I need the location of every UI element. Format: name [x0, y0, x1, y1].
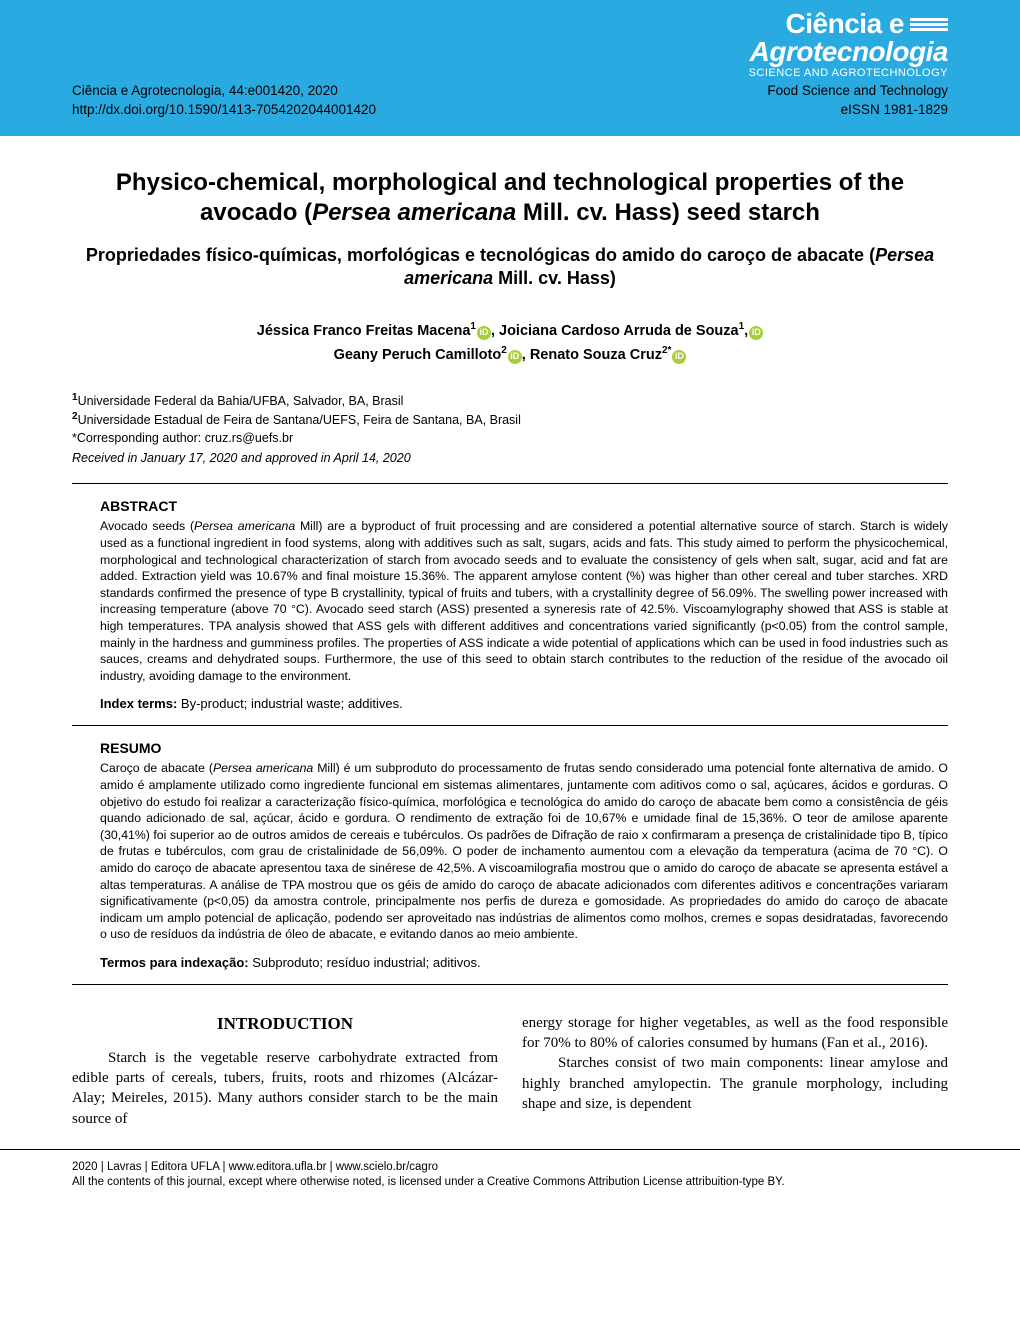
- article-body: Physico-chemical, morphological and tech…: [0, 136, 1020, 1129]
- abstract-english: ABSTRACT Avocado seeds (Persea americana…: [72, 484, 948, 725]
- received-date: Received in January 17, 2020 and approve…: [72, 451, 948, 465]
- abstract-heading: ABSTRACT: [100, 498, 948, 514]
- journal-section: Food Science and Technology: [767, 82, 948, 101]
- logo-line1: Ciência e: [786, 10, 904, 38]
- corresponding-author: *Corresponding author: cruz.rs@uefs.br: [72, 430, 948, 448]
- intro-paragraph: energy storage for higher vegetables, as…: [522, 1013, 948, 1054]
- orcid-icon[interactable]: iD: [477, 326, 491, 340]
- author-3: Geany Peruch Camilloto: [334, 346, 502, 362]
- authors-block: Jéssica Franco Freitas Macena1iD, Joicia…: [72, 319, 948, 367]
- orcid-icon[interactable]: iD: [749, 326, 763, 340]
- abstract-portuguese: RESUMO Caroço de abacate (Persea america…: [72, 726, 948, 984]
- intro-col-right: energy storage for higher vegetables, as…: [522, 1013, 948, 1129]
- index-terms: Index terms: By-product; industrial wast…: [100, 696, 948, 711]
- logo-subtitle: SCIENCE AND AGROTECHNOLOGY: [749, 68, 948, 79]
- journal-logo: Ciência e Agrotecnologia SCIENCE AND AGR…: [749, 10, 948, 79]
- affiliations: 1Universidade Federal da Bahia/UFBA, Sal…: [72, 391, 948, 448]
- introduction-heading: INTRODUCTION: [72, 1013, 498, 1036]
- article-title: Physico-chemical, morphological and tech…: [72, 168, 948, 228]
- eissn: eISSN 1981-1829: [767, 101, 948, 120]
- orcid-icon[interactable]: iD: [672, 350, 686, 364]
- header-right-meta: Food Science and Technology eISSN 1981-1…: [767, 82, 948, 120]
- journal-header: Ciência e Agrotecnologia SCIENCE AND AGR…: [0, 0, 1020, 136]
- citation-line: Ciência e Agrotecnologia, 44:e001420, 20…: [72, 82, 376, 101]
- doi-link[interactable]: http://dx.doi.org/10.1590/1413-705420204…: [72, 101, 376, 120]
- intro-paragraph: Starch is the vegetable reserve carbohyd…: [72, 1048, 498, 1129]
- resumo-heading: RESUMO: [100, 740, 948, 756]
- logo-bars-icon: [910, 18, 948, 31]
- logo-line2: Agrotecnologia: [749, 38, 948, 66]
- abstract-text: Avocado seeds (Persea americana Mill) ar…: [100, 518, 948, 684]
- footer-line1: 2020 | Lavras | Editora UFLA | www.edito…: [72, 1160, 948, 1176]
- intro-paragraph: Starches consist of two main components:…: [522, 1053, 948, 1114]
- footer-line2: All the contents of this journal, except…: [72, 1175, 948, 1191]
- rule-bottom: [72, 984, 948, 985]
- author-4: Renato Souza Cruz: [530, 346, 662, 362]
- resumo-text: Caroço de abacate (Persea americana Mill…: [100, 760, 948, 943]
- introduction-columns: INTRODUCTION Starch is the vegetable res…: [72, 1013, 948, 1129]
- author-1: Jéssica Franco Freitas Macena: [257, 322, 471, 338]
- orcid-icon[interactable]: iD: [508, 350, 522, 364]
- header-left-meta: Ciência e Agrotecnologia, 44:e001420, 20…: [72, 82, 376, 120]
- author-2: Joiciana Cardoso Arruda de Souza: [499, 322, 739, 338]
- termos-indexacao: Termos para indexação: Subproduto; resíd…: [100, 955, 948, 970]
- page-footer: 2020 | Lavras | Editora UFLA | www.edito…: [0, 1149, 1020, 1211]
- article-subtitle: Propriedades físico-químicas, morfológic…: [72, 244, 948, 291]
- intro-col-left: INTRODUCTION Starch is the vegetable res…: [72, 1013, 498, 1129]
